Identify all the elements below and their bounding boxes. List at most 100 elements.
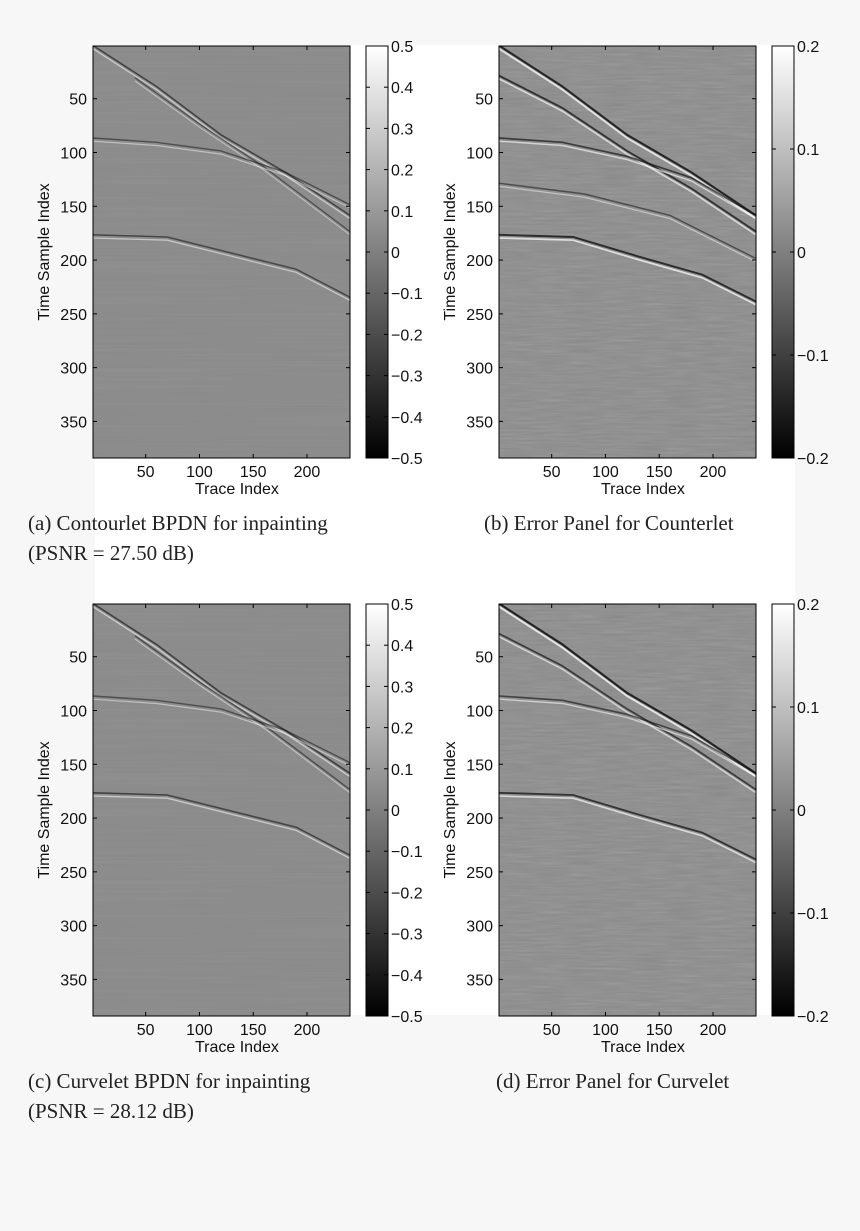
colorbar-tick-label-d-4: −0.2 xyxy=(797,1009,829,1026)
y-axis-label-d: Time Sample Index xyxy=(442,741,459,878)
event-c-2-peak xyxy=(93,698,350,767)
event-b-1-peak xyxy=(499,78,756,236)
plot-frame-b xyxy=(498,45,757,459)
colorbar-tick-label-d-2: 0 xyxy=(797,803,806,820)
colorbar-tick-label-c-10: −0.5 xyxy=(391,1009,423,1026)
event-a-2-peak xyxy=(93,140,350,209)
caption-d-line-1: (d) Error Panel for Curvelet xyxy=(496,1069,730,1093)
caption-d: (d) Error Panel for Curvelet xyxy=(496,1066,729,1096)
y-tick-label-a-300: 300 xyxy=(60,361,87,378)
x-tick-label-c-200: 200 xyxy=(294,1022,321,1039)
y-tick-label-a-350: 350 xyxy=(60,414,87,431)
colorbar-tick-label-c-5: 0 xyxy=(391,803,400,820)
x-axis-label-a: Trace Index xyxy=(195,481,279,498)
y-tick-label-d-200: 200 xyxy=(466,811,493,828)
colorbar-tick-label-c-6: −0.1 xyxy=(391,844,423,861)
colorbar-tick-label-d-1: 0.1 xyxy=(797,700,819,717)
y-tick-label-b-150: 150 xyxy=(466,199,493,216)
colorbar-tick-label-a-9: −0.4 xyxy=(391,410,423,427)
event-b-1-trough xyxy=(499,74,756,233)
event-a-2-trough xyxy=(93,137,350,206)
colorbar-tick-label-a-10: −0.5 xyxy=(391,451,423,468)
panel-c: 50 100 150 200 250 300 350 50 100 150 200 Trace Ind… xyxy=(36,597,423,1056)
event-a-0-peak xyxy=(93,48,350,220)
event-d-3-trough xyxy=(499,791,756,861)
x-tick-label-b-100: 100 xyxy=(592,464,619,481)
x-tick-label-a-100: 100 xyxy=(186,464,213,481)
y-tick-label-c-150: 150 xyxy=(60,757,87,774)
colorbar-d xyxy=(772,604,794,1016)
colorbar-tick-label-c-7: −0.2 xyxy=(391,885,423,902)
event-d-1-trough xyxy=(499,632,756,791)
event-a-3-trough xyxy=(93,234,350,298)
event-b-3-peak xyxy=(499,237,756,306)
event-b-2-peak xyxy=(499,140,756,220)
colorbar-tick-label-d-0: 0.2 xyxy=(797,597,819,614)
caption-c-line-2: (PSNR = 28.12 dB) xyxy=(28,1099,194,1123)
colorbar-b xyxy=(772,46,794,458)
colorbar-tick-label-d-3: −0.1 xyxy=(797,906,829,923)
caption-c: (c) Curvelet BPDN for inpainting (PSNR =… xyxy=(28,1066,310,1126)
events-d xyxy=(499,604,756,864)
x-tick-label-b-200: 200 xyxy=(700,464,727,481)
colorbar-tick-label-a-7: −0.2 xyxy=(391,327,423,344)
event-d-1-peak xyxy=(499,636,756,794)
x-tick-label-c-150: 150 xyxy=(240,1022,267,1039)
y-tick-label-d-300: 300 xyxy=(466,919,493,936)
x-axis-label-b: Trace Index xyxy=(601,481,685,498)
event-c-3-trough xyxy=(93,792,350,856)
colorbar-tick-label-b-4: −0.2 xyxy=(797,451,829,468)
y-tick-label-d-250: 250 xyxy=(466,865,493,882)
x-axis-label-d: Trace Index xyxy=(601,1039,685,1056)
colorbar-tick-label-a-3: 0.2 xyxy=(391,163,413,180)
event-c-0-trough xyxy=(93,604,350,775)
x-tick-label-b-150: 150 xyxy=(646,464,673,481)
colorbar-tick-label-c-8: −0.3 xyxy=(391,927,423,944)
y-tick-label-c-300: 300 xyxy=(60,919,87,936)
colorbar-tick-label-c-4: 0.1 xyxy=(391,762,413,779)
x-tick-label-d-100: 100 xyxy=(592,1022,619,1039)
caption-a-line-2: (PSNR = 27.50 dB) xyxy=(28,541,194,565)
y-tick-label-a-100: 100 xyxy=(60,145,87,162)
caption-c-line-1: (c) Curvelet BPDN for inpainting xyxy=(28,1069,311,1093)
event-b-2-trough xyxy=(499,137,756,217)
colorbar-tick-label-b-0: 0.2 xyxy=(797,39,819,56)
y-tick-label-d-50: 50 xyxy=(475,650,493,667)
event-b-4-trough xyxy=(499,182,756,260)
colorbar-tick-label-a-1: 0.4 xyxy=(391,80,413,97)
colorbar-tick-label-c-3: 0.2 xyxy=(391,721,413,738)
colorbar-a xyxy=(366,46,388,458)
colorbar-tick-label-c-9: −0.4 xyxy=(391,968,423,985)
colorbar-tick-label-a-4: 0.1 xyxy=(391,204,413,221)
y-tick-label-b-300: 300 xyxy=(466,361,493,378)
y-tick-label-c-200: 200 xyxy=(60,811,87,828)
y-tick-label-c-100: 100 xyxy=(60,703,87,720)
event-c-1-peak xyxy=(134,638,350,794)
plot-frame-c xyxy=(92,603,351,1017)
event-b-4-peak xyxy=(499,185,756,263)
plot-frame-d xyxy=(498,603,757,1017)
colorbar-tick-label-a-5: 0 xyxy=(391,245,400,262)
plot-noise-c xyxy=(93,604,350,1016)
y-tick-label-a-250: 250 xyxy=(60,307,87,324)
caption-a-line-1: (a) Contourlet BPDN for inpainting xyxy=(28,511,328,535)
y-tick-label-a-50: 50 xyxy=(69,92,87,109)
panel-a: 50 100 150 200 250 300 350 50 100 150 200 Trace Ind… xyxy=(36,39,423,498)
y-tick-label-b-250: 250 xyxy=(466,307,493,324)
y-tick-label-c-50: 50 xyxy=(69,650,87,667)
event-d-2-trough xyxy=(499,695,756,775)
caption-a: (a) Contourlet BPDN for inpainting (PSNR… xyxy=(28,508,328,568)
colorbar-tick-label-a-0: 0.5 xyxy=(391,39,413,56)
y-axis-label-a: Time Sample Index xyxy=(36,183,53,320)
x-tick-label-b-50: 50 xyxy=(543,464,561,481)
y-tick-label-d-100: 100 xyxy=(466,703,493,720)
event-d-3-peak xyxy=(499,795,756,864)
x-tick-label-d-200: 200 xyxy=(700,1022,727,1039)
events-c xyxy=(93,604,350,859)
plot-frame-a xyxy=(92,45,351,459)
y-tick-label-a-150: 150 xyxy=(60,199,87,216)
y-tick-label-b-50: 50 xyxy=(475,92,493,109)
plot-noise-d xyxy=(499,604,756,1016)
x-tick-label-a-150: 150 xyxy=(240,464,267,481)
